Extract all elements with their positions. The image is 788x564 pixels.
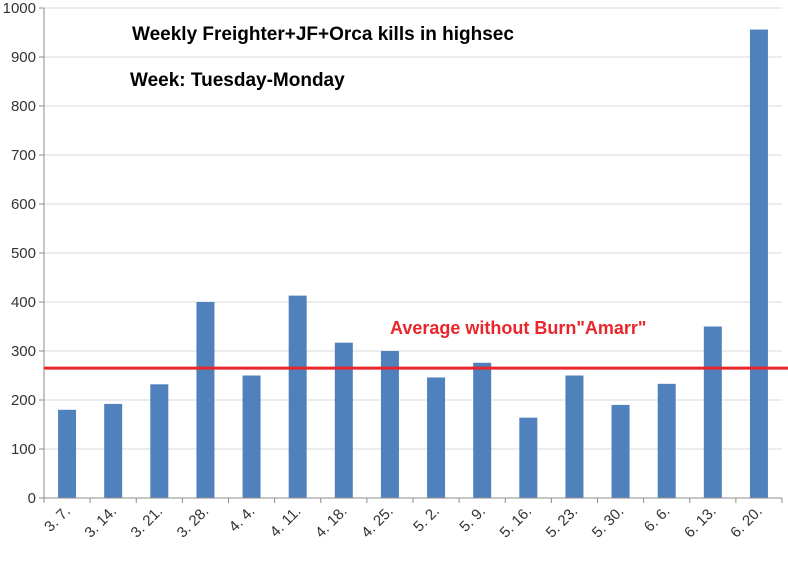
x-tick-label: 3. 7. [41, 503, 74, 536]
y-tick-label: 900 [11, 49, 36, 66]
y-tick-label: 0 [28, 490, 36, 507]
x-tick-label: 6. 13. [681, 503, 720, 542]
x-tick-label: 6. 6. [641, 503, 674, 536]
x-tick-label: 5. 23. [543, 503, 582, 542]
bars [58, 29, 768, 499]
bar [749, 29, 768, 499]
bar [104, 403, 123, 498]
average-line-label: Average without Burn"Amarr" [390, 318, 647, 338]
bar [565, 375, 584, 498]
bar [703, 326, 722, 498]
bar [196, 302, 215, 498]
bar [473, 362, 492, 498]
y-axis-ticks: 0 100 200 300 400 500 600 700 800 900 1000 [3, 0, 44, 507]
x-tick-label: 4. 11. [267, 503, 305, 541]
bar [519, 417, 538, 498]
y-tick-label: 700 [11, 147, 36, 164]
x-tick-label: 6. 20. [727, 503, 766, 542]
bar [380, 351, 399, 498]
x-tick-label: 5. 30. [589, 503, 628, 542]
bar [288, 295, 307, 498]
y-tick-label: 500 [11, 245, 36, 262]
x-tick-label: 3. 28. [174, 503, 213, 542]
x-tick-label: 3. 14. [81, 503, 120, 542]
x-tick-label: 4. 25. [358, 503, 397, 542]
bar [611, 404, 630, 498]
y-tick-label: 200 [11, 392, 36, 409]
y-tick-label: 100 [11, 441, 36, 458]
chart-subtitle: Week: Tuesday-Monday [130, 70, 345, 91]
y-tick-label: 600 [11, 196, 36, 213]
x-axis-ticks: 3. 7. 3. 14. 3. 21. 3. 28. 4. 4. 4. 11. 4. 18.… [41, 498, 783, 542]
y-tick-label: 1000 [3, 0, 36, 17]
bar [150, 384, 169, 498]
bar [58, 409, 77, 498]
x-tick-label: 5. 2. [410, 503, 443, 536]
y-tick-label: 300 [11, 343, 36, 360]
x-tick-label: 4. 4. [226, 503, 259, 536]
x-tick-label: 5. 9. [456, 503, 489, 536]
x-tick-label: 4. 18. [312, 503, 351, 542]
bar [657, 383, 676, 498]
bar [334, 342, 353, 498]
y-tick-label: 800 [11, 98, 36, 115]
bar [242, 375, 261, 498]
x-tick-label: 3. 21. [128, 503, 167, 542]
chart-title: Weekly Freighter+JF+Orca kills in highse… [132, 24, 514, 45]
bar [427, 377, 446, 498]
y-tick-label: 400 [11, 294, 36, 311]
x-tick-label: 5. 16. [497, 503, 536, 542]
